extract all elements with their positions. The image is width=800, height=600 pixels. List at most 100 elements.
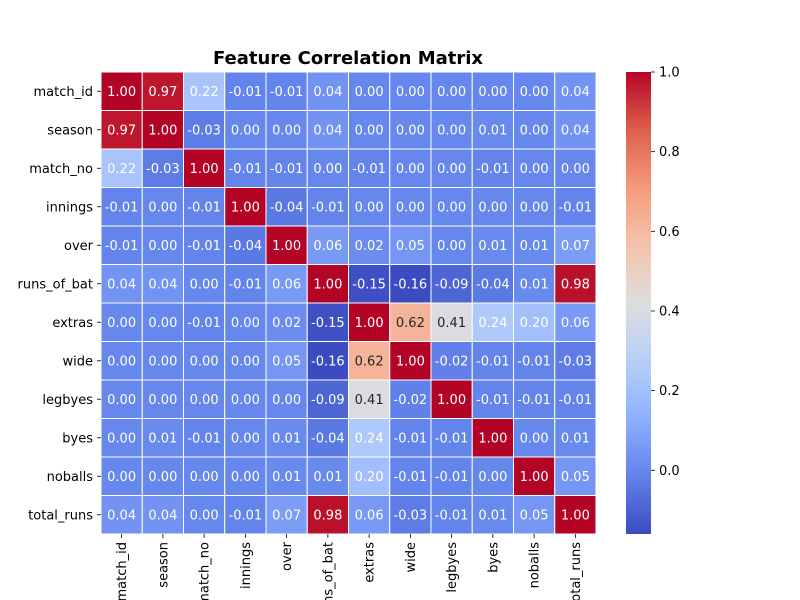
heatmap-cell bbox=[348, 456, 391, 496]
cell-value-label: 0.00 bbox=[107, 316, 136, 331]
heatmap-cell bbox=[389, 379, 432, 419]
heatmap-cell bbox=[141, 110, 184, 150]
cell-value-label: -0.02 bbox=[394, 393, 428, 408]
cell-value-label: 0.00 bbox=[396, 200, 425, 215]
cell-value-label: 1.00 bbox=[437, 393, 466, 408]
y-tick-label: match_id bbox=[34, 85, 93, 100]
cell-value-label: -0.04 bbox=[476, 277, 510, 292]
heatmap-cell bbox=[430, 302, 473, 342]
heatmap-cell bbox=[183, 379, 226, 419]
cell-value-label: 0.04 bbox=[313, 85, 342, 100]
cell-value-label: 0.00 bbox=[190, 508, 219, 523]
cell-value-label: 0.01 bbox=[272, 470, 301, 485]
cell-value-label: 0.00 bbox=[561, 162, 590, 177]
cell-value-label: 0.00 bbox=[190, 354, 219, 369]
cell-value-label: -0.01 bbox=[105, 200, 139, 215]
cell-value-label: 0.01 bbox=[478, 239, 507, 254]
heatmap-cell bbox=[513, 495, 556, 535]
cell-value-label: 0.62 bbox=[396, 316, 425, 331]
heatmap-cell bbox=[306, 225, 349, 265]
heatmap-cell bbox=[100, 187, 143, 227]
heatmap-cell bbox=[348, 302, 391, 342]
heatmap-cell bbox=[348, 148, 391, 188]
cell-value-label: 0.97 bbox=[107, 123, 136, 138]
heatmap-cell bbox=[430, 187, 473, 227]
cell-value-label: 0.04 bbox=[561, 123, 590, 138]
cell-value-label: 0.00 bbox=[148, 470, 177, 485]
heatmap-cell bbox=[183, 148, 226, 188]
y-tick-label: over bbox=[64, 239, 94, 254]
cell-value-label: -0.01 bbox=[311, 200, 345, 215]
heatmap-cell bbox=[306, 379, 349, 419]
cell-value-label: -0.01 bbox=[517, 354, 551, 369]
colorbar-tick-label: 1.0 bbox=[659, 66, 680, 81]
heatmap-cell bbox=[306, 110, 349, 150]
cell-value-label: -0.15 bbox=[352, 277, 386, 292]
cell-value-label: -0.01 bbox=[187, 431, 221, 446]
x-tick-label: over bbox=[280, 541, 295, 571]
cell-value-label: -0.09 bbox=[311, 393, 345, 408]
heatmap-cell bbox=[471, 110, 514, 150]
cell-value-label: 0.00 bbox=[107, 393, 136, 408]
cell-value-label: 0.00 bbox=[478, 85, 507, 100]
cell-value-label: 0.02 bbox=[272, 316, 301, 331]
cell-value-label: 1.00 bbox=[190, 162, 219, 177]
heatmap-cell bbox=[513, 225, 556, 265]
heatmap-cell bbox=[430, 264, 473, 304]
heatmap-cell bbox=[265, 341, 308, 381]
heatmap-cell bbox=[513, 341, 556, 381]
cell-value-label: 0.01 bbox=[478, 123, 507, 138]
cell-value-label: -0.03 bbox=[394, 508, 428, 523]
heatmap-cell bbox=[389, 418, 432, 458]
heatmap-cell bbox=[389, 456, 432, 496]
heatmap-cell bbox=[554, 302, 597, 342]
cell-value-label: 0.04 bbox=[148, 277, 177, 292]
heatmap-cell bbox=[348, 495, 391, 535]
cell-value-label: -0.04 bbox=[311, 431, 345, 446]
cell-value-label: 0.00 bbox=[272, 393, 301, 408]
cell-value-label: -0.03 bbox=[559, 354, 593, 369]
cell-value-label: 0.00 bbox=[231, 123, 260, 138]
cell-value-label: 0.24 bbox=[478, 316, 507, 331]
heatmap-cell bbox=[141, 302, 184, 342]
cell-value-label: 0.00 bbox=[272, 123, 301, 138]
heatmap-cell bbox=[265, 225, 308, 265]
cell-value-label: 0.06 bbox=[272, 277, 301, 292]
heatmap-cell bbox=[306, 187, 349, 227]
heatmap-cell bbox=[554, 71, 597, 111]
colorbar: 0.0 0.2 0.4 0.6 0.8 1.0 bbox=[626, 66, 680, 534]
colorbar-tick-label: 0.6 bbox=[659, 225, 680, 240]
cell-value-label: 0.01 bbox=[520, 277, 549, 292]
heatmap-cell bbox=[183, 302, 226, 342]
cell-value-label: 0.24 bbox=[355, 431, 384, 446]
cell-value-label: 0.00 bbox=[355, 123, 384, 138]
cell-value-label: -0.01 bbox=[229, 277, 263, 292]
cell-value-label: 0.00 bbox=[437, 162, 466, 177]
heatmap-cell bbox=[306, 264, 349, 304]
y-tick-label: innings bbox=[46, 200, 93, 215]
heatmap-cell bbox=[306, 71, 349, 111]
cell-value-label: 0.00 bbox=[148, 393, 177, 408]
cell-value-label: 0.05 bbox=[561, 470, 590, 485]
heatmap-cell bbox=[513, 302, 556, 342]
cell-value-label: 0.98 bbox=[561, 277, 590, 292]
cell-value-label: -0.01 bbox=[229, 162, 263, 177]
cell-value-label: 0.01 bbox=[313, 470, 342, 485]
heatmap-cell bbox=[513, 418, 556, 458]
heatmap-cell bbox=[265, 110, 308, 150]
cell-value-label: 0.04 bbox=[107, 277, 136, 292]
heatmap-cell bbox=[513, 187, 556, 227]
cell-value-label: 0.22 bbox=[190, 85, 219, 100]
x-tick-label: legbyes bbox=[445, 542, 460, 593]
heatmap-cell bbox=[513, 110, 556, 150]
heatmap-cell bbox=[389, 225, 432, 265]
heatmap-cell bbox=[100, 341, 143, 381]
cell-value-label: 0.00 bbox=[107, 354, 136, 369]
heatmap-cell bbox=[554, 456, 597, 496]
cell-value-label: 0.02 bbox=[355, 239, 384, 254]
cell-value-label: 0.98 bbox=[313, 508, 342, 523]
heatmap-cell bbox=[430, 110, 473, 150]
heatmap-cell bbox=[100, 302, 143, 342]
cell-value-label: 1.00 bbox=[313, 277, 342, 292]
